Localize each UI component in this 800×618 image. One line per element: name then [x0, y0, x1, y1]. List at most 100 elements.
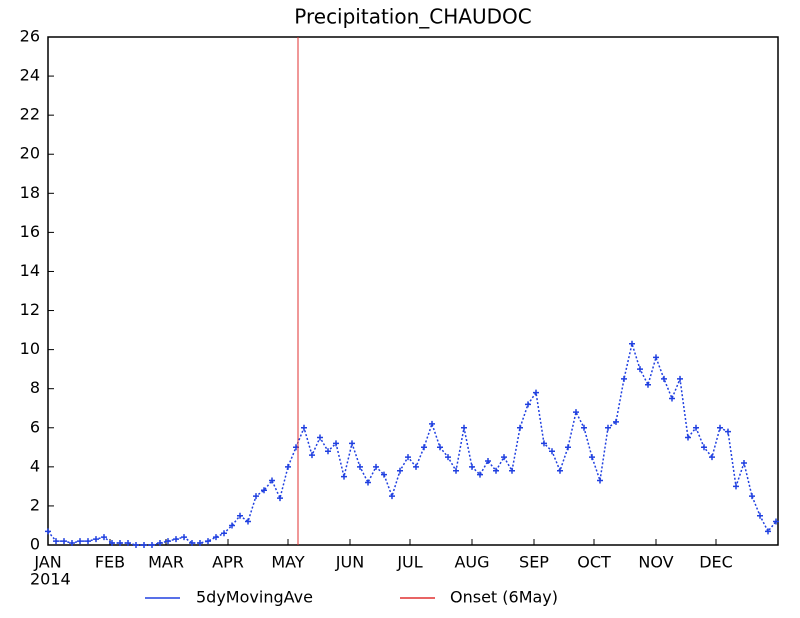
plot-frame: [47, 36, 779, 546]
data-point: [773, 518, 779, 525]
data-point: [525, 401, 531, 408]
data-point: [277, 495, 283, 502]
x-tick-label: OCT: [577, 553, 611, 572]
data-point: [597, 477, 603, 484]
data-point: [765, 528, 771, 535]
data-point: [189, 540, 195, 547]
data-point: [509, 467, 515, 474]
data-point: [701, 444, 707, 451]
data-point: [445, 454, 451, 461]
data-point: [77, 538, 83, 545]
data-point: [181, 534, 187, 541]
data-point: [485, 457, 491, 464]
data-point: [685, 434, 691, 441]
x-tick-label: APR: [212, 553, 244, 572]
y-tick-label: 10: [20, 339, 40, 358]
data-point: [373, 463, 379, 470]
data-point: [645, 381, 651, 388]
y-tick-label: 24: [20, 66, 40, 85]
data-point: [621, 375, 627, 382]
data-point: [157, 540, 163, 547]
data-point: [325, 448, 331, 455]
data-point: [149, 542, 155, 548]
data-point: [653, 354, 659, 361]
year-label: 2014: [30, 570, 71, 589]
data-point: [669, 395, 675, 402]
data-point: [405, 454, 411, 461]
data-point: [197, 540, 203, 547]
x-tick-label: AUG: [454, 553, 489, 572]
data-point: [741, 459, 747, 466]
data-point: [125, 540, 131, 547]
data-point: [533, 389, 539, 396]
y-tick-label: 2: [30, 495, 40, 514]
data-point: [613, 418, 619, 425]
data-point: [349, 440, 355, 447]
data-point: [253, 493, 259, 500]
data-point: [725, 428, 731, 435]
data-point: [245, 518, 251, 525]
data-point: [389, 493, 395, 500]
data-point: [141, 542, 147, 548]
data-point: [173, 536, 179, 543]
data-point: [93, 536, 99, 543]
data-point: [717, 424, 723, 431]
data-point: [693, 424, 699, 431]
data-point: [589, 454, 595, 461]
data-point: [85, 538, 91, 545]
chart-title: Precipitation_CHAUDOC: [294, 5, 531, 29]
data-point: [109, 540, 115, 547]
data-point: [469, 463, 475, 470]
data-point: [53, 538, 59, 545]
x-tick-label: FEB: [95, 553, 125, 572]
data-point: [101, 534, 107, 541]
x-tick-label: MAY: [271, 553, 305, 572]
data-point: [45, 528, 51, 535]
data-point: [557, 467, 563, 474]
data-point: [301, 424, 307, 431]
data-point: [637, 366, 643, 373]
legend-label: 5dyMovingAve: [196, 588, 313, 607]
data-point: [285, 463, 291, 470]
data-point: [365, 479, 371, 486]
data-point: [437, 444, 443, 451]
data-point: [461, 424, 467, 431]
data-point: [541, 440, 547, 447]
y-tick-label: 0: [30, 535, 40, 554]
data-point: [429, 420, 435, 427]
x-tick-label: DEC: [699, 553, 733, 572]
y-tick-label: 8: [30, 378, 40, 397]
data-point: [573, 409, 579, 416]
y-tick-label: 14: [20, 261, 40, 280]
data-point: [333, 440, 339, 447]
data-point: [221, 530, 227, 537]
x-tick-label: JAN: [33, 553, 61, 572]
y-tick-label: 16: [20, 222, 40, 241]
data-point: [381, 471, 387, 478]
x-tick-label: JUN: [335, 553, 364, 572]
data-point: [565, 444, 571, 451]
data-point: [213, 534, 219, 541]
data-point: [517, 424, 523, 431]
data-point: [421, 444, 427, 451]
data-point: [69, 540, 75, 547]
data-point: [317, 434, 323, 441]
data-point: [549, 448, 555, 455]
data-point: [493, 467, 499, 474]
data-point: [749, 493, 755, 500]
legend-label: Onset (6May): [450, 588, 558, 607]
y-tick-label: 6: [30, 417, 40, 436]
data-point: [309, 452, 315, 459]
y-tick-label: 4: [30, 456, 40, 475]
y-tick-label: 12: [20, 300, 40, 319]
data-point: [165, 538, 171, 545]
y-tick-label: 18: [20, 183, 40, 202]
data-point: [133, 542, 139, 548]
data-point: [709, 454, 715, 461]
data-point: [341, 473, 347, 480]
data-point: [357, 463, 363, 470]
data-point: [605, 424, 611, 431]
data-point: [413, 463, 419, 470]
y-tick-label: 20: [20, 144, 40, 163]
